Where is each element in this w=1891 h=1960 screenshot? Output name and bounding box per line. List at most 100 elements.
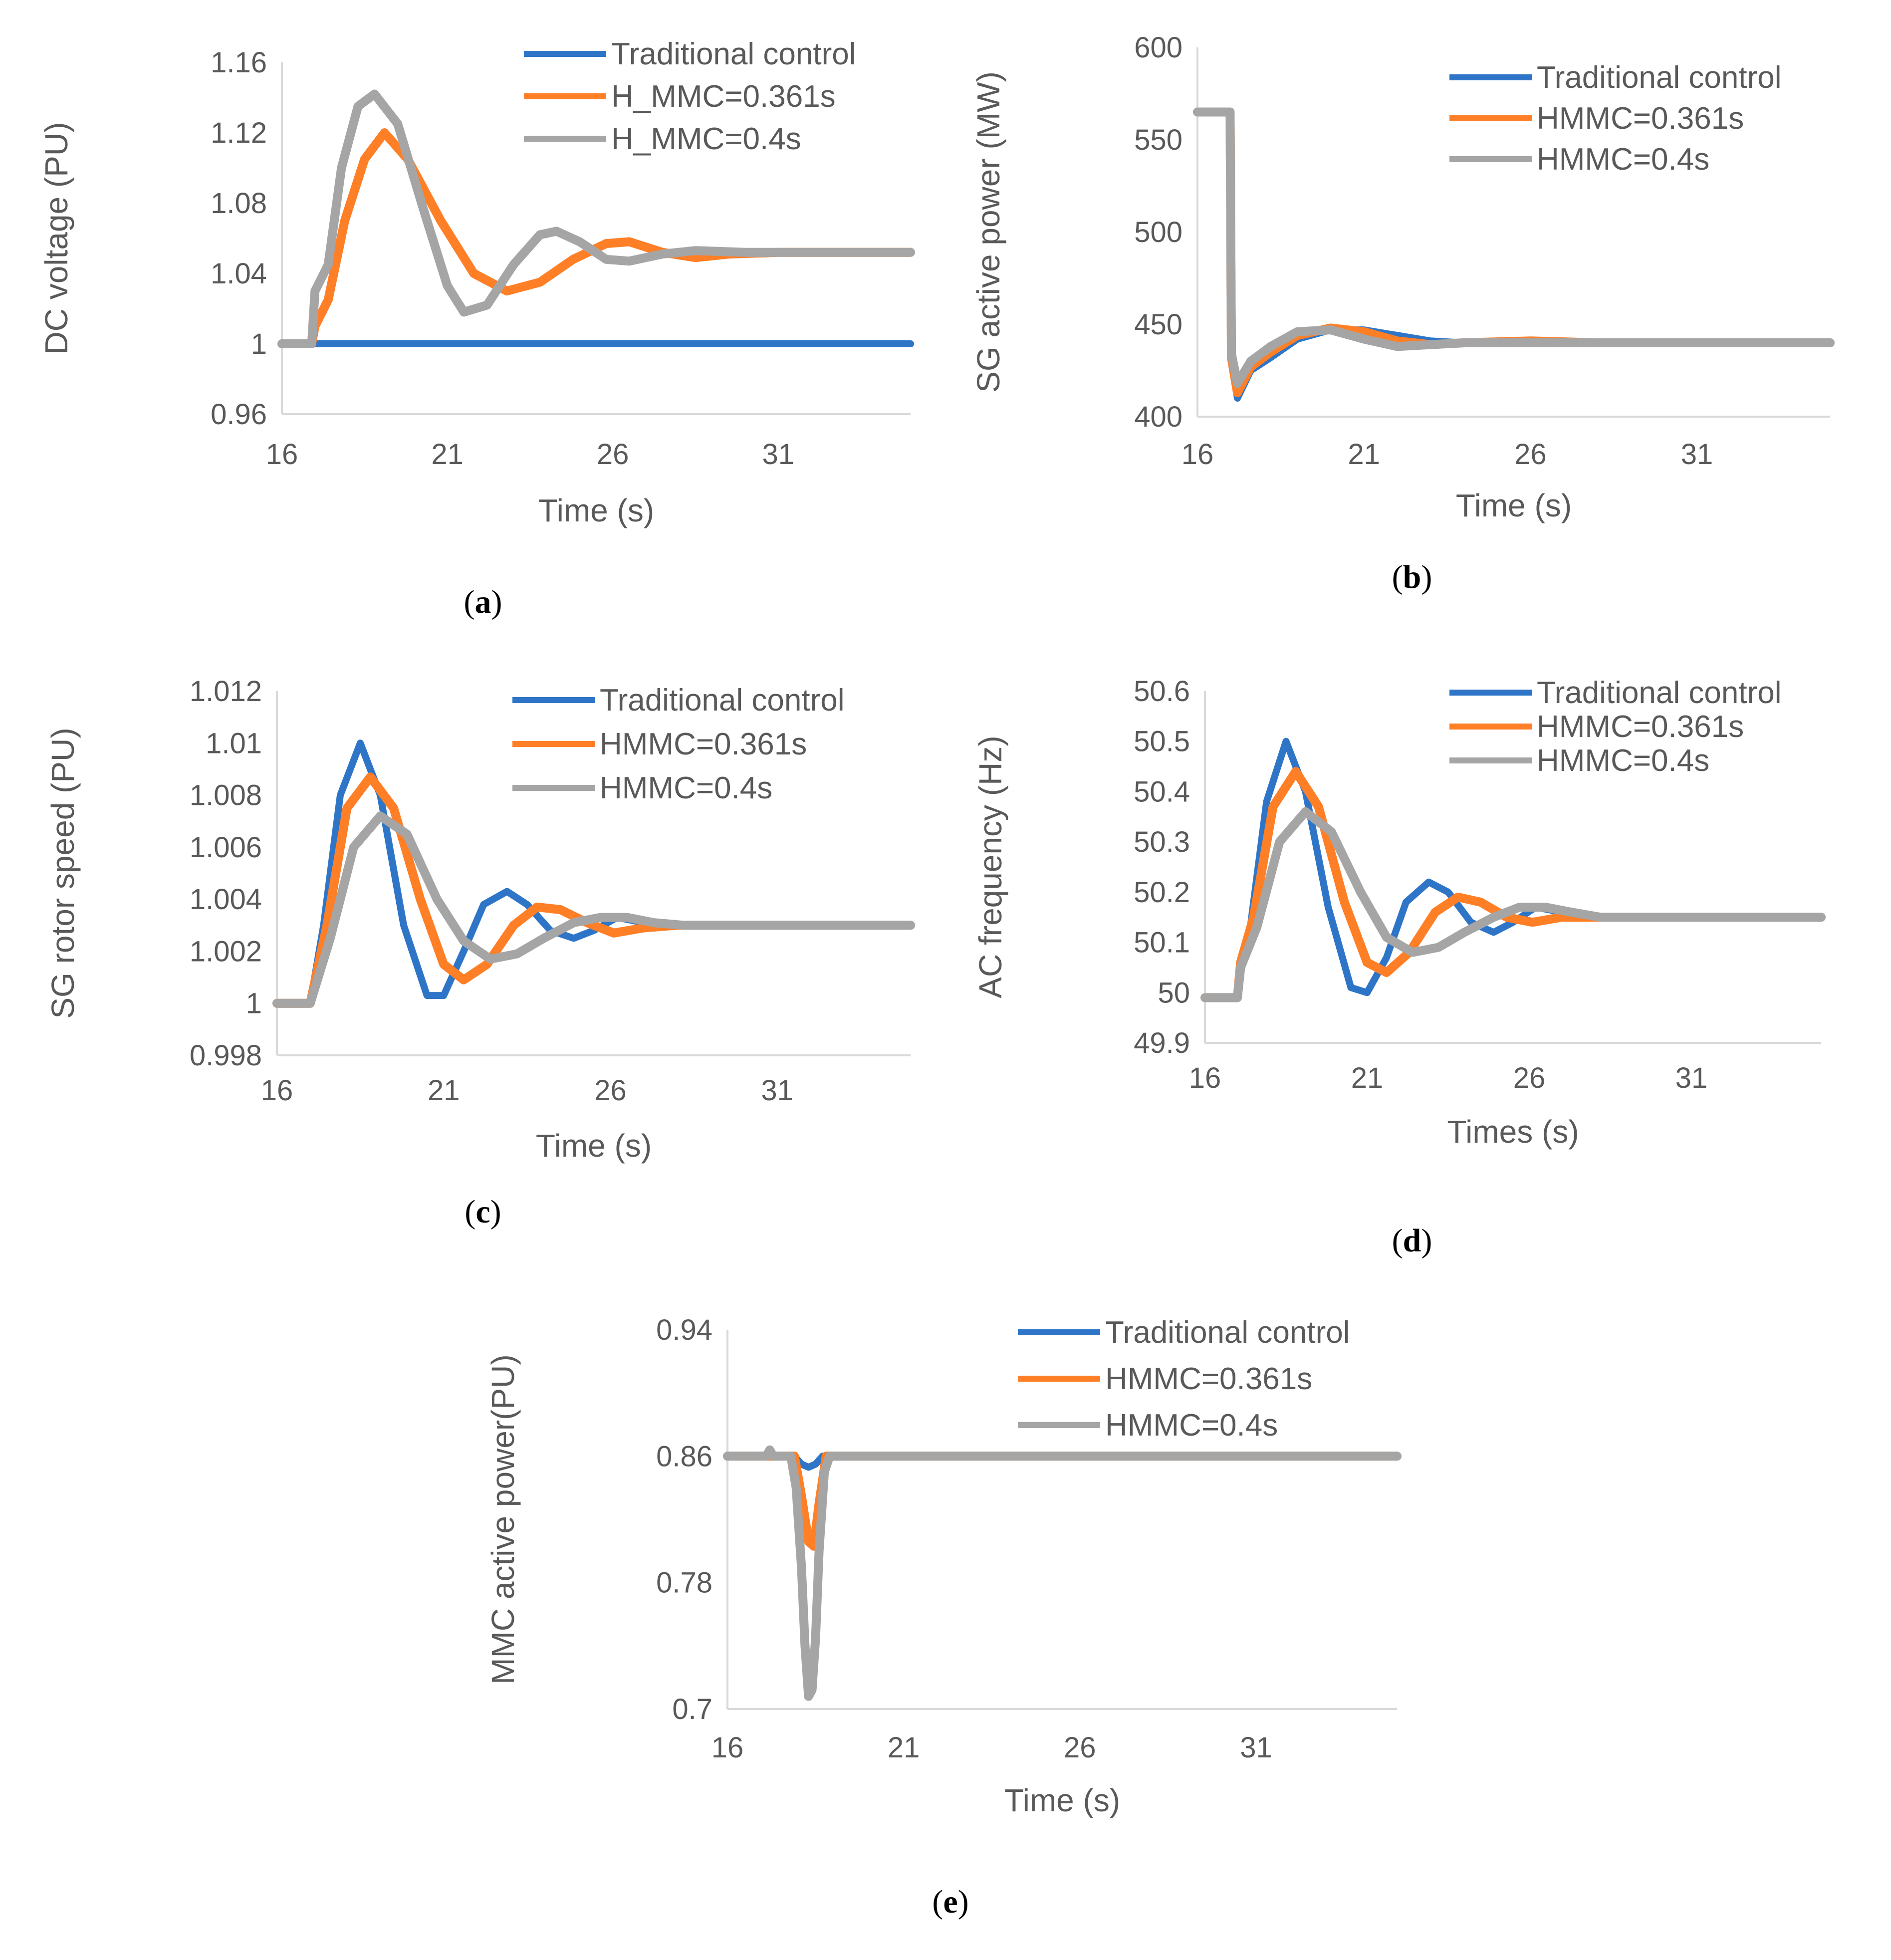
series-group xyxy=(1193,107,1835,402)
legend-label: H_MMC=0.4s xyxy=(611,122,801,156)
x-tick-label: 26 xyxy=(1064,1731,1096,1764)
legend-label: HMMC=0.361s xyxy=(1537,101,1744,136)
legend-label: Traditional control xyxy=(611,37,856,71)
x-axis-title: Time (s) xyxy=(538,492,654,528)
y-tick-label: 1.012 xyxy=(190,675,262,708)
chart-panel-b: 400 450 500 550 600 16 21 26 31 Time (s) SG active… xyxy=(970,31,1835,595)
legend-label: HMMC=0.361s xyxy=(1537,710,1744,744)
x-tick-label: 26 xyxy=(597,438,629,471)
x-tick-label: 31 xyxy=(1240,1731,1272,1764)
y-tick-label: 1.004 xyxy=(190,883,262,916)
series-line-h04 xyxy=(723,1445,1402,1701)
y-tick-label: 0.78 xyxy=(656,1567,712,1599)
panel-caption-letter: d xyxy=(1403,1223,1421,1259)
y-tick-label: 1.16 xyxy=(211,46,267,79)
legend-label: Traditional control xyxy=(1105,1315,1350,1350)
chart-panel-a: 0.96 1 1.04 1.08 1.12 1.16 16 21 26 31 Time (s) DC … xyxy=(38,37,915,620)
y-axis-title: AC frequency (Hz) xyxy=(972,735,1008,998)
panel-caption-letter: e xyxy=(943,1884,957,1920)
x-tick-label: 26 xyxy=(1513,1062,1546,1094)
legend-label: Traditional control xyxy=(1537,60,1782,95)
series-line-h04 xyxy=(1200,807,1826,1002)
x-tick-label: 16 xyxy=(1189,1062,1221,1094)
y-tick-label: 0.86 xyxy=(656,1440,712,1472)
x-axis-title: Time (s) xyxy=(536,1128,652,1164)
panel-caption: (d) xyxy=(1392,1223,1432,1259)
legend-label: HMMC=0.4s xyxy=(600,771,772,805)
y-tick-label: 0.998 xyxy=(190,1039,262,1072)
y-tick-label: 450 xyxy=(1134,308,1182,341)
y-tick-label: 1.12 xyxy=(211,117,267,149)
legend-label: HMMC=0.4s xyxy=(1105,1408,1278,1443)
y-axis-title: MMC active power(PU) xyxy=(485,1354,521,1684)
x-tick-label: 21 xyxy=(428,1074,460,1107)
series-group xyxy=(272,739,915,1008)
panel-caption: (e) xyxy=(932,1884,968,1920)
y-tick-label: 1.008 xyxy=(190,779,262,812)
series-line-h04 xyxy=(272,811,915,1008)
legend: Traditional control HMMC=0.361s HMMC=0.4s xyxy=(512,683,845,805)
y-tick-label: 50.4 xyxy=(1134,775,1190,808)
y-tick-label: 50.3 xyxy=(1134,826,1190,858)
y-tick-label: 49.9 xyxy=(1134,1027,1190,1059)
y-tick-label: 1 xyxy=(251,328,267,360)
panel-caption-letter: b xyxy=(1403,559,1421,595)
series-line-h361 xyxy=(272,772,915,1008)
y-tick-label: 50.6 xyxy=(1134,675,1190,708)
x-tick-label: 16 xyxy=(1182,438,1214,471)
y-tick-label: 50.2 xyxy=(1134,876,1190,909)
x-tick-label: 31 xyxy=(1675,1062,1708,1094)
chart-panel-e: 0.7 0.78 0.86 0.94 16 21 26 31 Time (s) MMC activ… xyxy=(485,1314,1402,1920)
x-tick-label: 26 xyxy=(1514,438,1547,471)
y-tick-label: 1.01 xyxy=(206,727,262,759)
y-tick-label: 550 xyxy=(1134,124,1182,156)
y-tick-label: 50.1 xyxy=(1134,927,1190,959)
legend-label: HMMC=0.361s xyxy=(600,727,807,761)
legend: Traditional control H_MMC=0.361s H_MMC=0.4… xyxy=(524,37,856,156)
series-line-h04 xyxy=(1193,107,1835,388)
series-line-h361 xyxy=(1200,767,1826,1002)
legend-label: HMMC=0.4s xyxy=(1537,142,1709,177)
legend-label: Traditional control xyxy=(600,683,845,718)
legend: Traditional control HMMC=0.361s HMMC=0.4s xyxy=(1449,60,1782,177)
legend-label: HMMC=0.4s xyxy=(1537,743,1709,778)
y-tick-label: 50.5 xyxy=(1134,726,1190,758)
y-axis-title: SG rotor speed (PU) xyxy=(45,728,81,1018)
y-tick-label: 1 xyxy=(246,987,262,1020)
y-tick-label: 50 xyxy=(1158,977,1190,1009)
x-tick-label: 31 xyxy=(1681,438,1713,471)
panel-caption: (c) xyxy=(465,1194,501,1230)
series-group xyxy=(277,89,915,348)
y-tick-label: 0.7 xyxy=(672,1693,712,1725)
y-tick-label: 0.94 xyxy=(656,1314,712,1346)
x-axis-title: Times (s) xyxy=(1447,1114,1579,1150)
x-tick-label: 26 xyxy=(594,1074,627,1107)
x-tick-label: 21 xyxy=(1351,1062,1384,1094)
x-tick-label: 16 xyxy=(261,1074,293,1107)
chart-panel-c: 0.998 1 1.002 1.004 1.006 1.008 1.01 1.012 16 21 2… xyxy=(45,675,915,1230)
panel-caption-letter: c xyxy=(475,1194,490,1230)
x-tick-label: 21 xyxy=(1348,438,1380,471)
legend-label: Traditional control xyxy=(1537,676,1782,710)
y-tick-label: 600 xyxy=(1134,31,1182,64)
x-tick-label: 16 xyxy=(266,438,298,471)
y-tick-label: 1.006 xyxy=(190,831,262,864)
panel-caption: (a) xyxy=(464,584,502,620)
legend-label: H_MMC=0.361s xyxy=(611,79,836,114)
panel-caption-letter: a xyxy=(475,584,491,620)
y-tick-label: 500 xyxy=(1134,216,1182,248)
panels: 0.96 1 1.04 1.08 1.12 1.16 16 21 26 31 Time (s) DC … xyxy=(38,31,1835,1920)
y-tick-label: 400 xyxy=(1134,401,1182,433)
y-tick-label: 0.96 xyxy=(211,398,267,431)
y-tick-label: 1.08 xyxy=(211,187,267,220)
y-tick-label: 1.002 xyxy=(190,935,262,968)
x-tick-label: 21 xyxy=(888,1731,920,1764)
series-group xyxy=(723,1445,1402,1701)
x-tick-label: 31 xyxy=(762,438,794,471)
panel-caption: (b) xyxy=(1392,559,1432,595)
y-tick-label: 1.04 xyxy=(211,257,267,290)
